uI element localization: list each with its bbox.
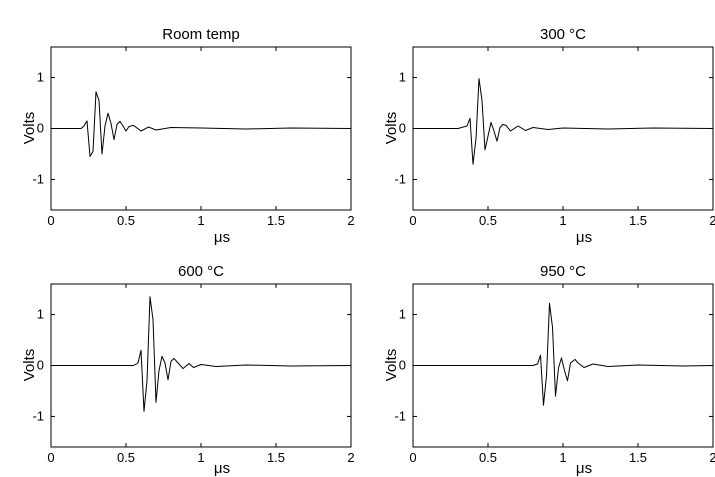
panel-950c: 950 °C μs Volts 0 0.5 1 1.5 2 1 0 -1 [383, 263, 715, 477]
y-tick-label: 1 [37, 307, 44, 322]
x-tick-label: 1 [197, 450, 204, 465]
panel-title: 300 °C [540, 26, 586, 43]
x-tick-label: 0 [47, 213, 54, 228]
y-tick-label: -1 [394, 408, 406, 423]
x-tick-label: 2 [347, 450, 354, 465]
x-tick-label: 0 [409, 450, 416, 465]
panel-room-temp: Room temp μs Volts 0 0.5 1 1.5 2 1 0 -1 [21, 26, 355, 246]
x-tick-label: 0 [409, 213, 416, 228]
y-tick-label: 0 [37, 358, 44, 373]
x-tick-label: 2 [709, 213, 715, 228]
y-tick-label: 1 [399, 307, 406, 322]
waveform-line [51, 296, 352, 412]
x-tick-label: 2 [347, 213, 354, 228]
x-tick-label: 1.5 [629, 213, 647, 228]
y-axis-label: Volts [21, 349, 38, 382]
x-axis-label: μs [576, 229, 592, 246]
x-tick-label: 0.5 [117, 213, 135, 228]
x-axis-label: μs [576, 460, 592, 477]
waveform-line [413, 78, 714, 165]
x-tick-label: 0.5 [479, 450, 497, 465]
x-axis-label: μs [214, 229, 230, 246]
x-tick-label: 0.5 [479, 213, 497, 228]
x-tick-label: 1.5 [267, 450, 285, 465]
y-tick-label: 0 [37, 121, 44, 136]
y-tick-label: -1 [394, 171, 406, 186]
x-tick-label: 0 [47, 450, 54, 465]
x-tick-label: 0.5 [117, 450, 135, 465]
x-tick-label: 1.5 [629, 450, 647, 465]
panel-title: 600 °C [178, 263, 224, 280]
y-axis-label: Volts [21, 112, 38, 145]
x-axis-label: μs [214, 460, 230, 477]
y-tick-label: 0 [399, 358, 406, 373]
y-axis-label: Volts [383, 349, 400, 382]
x-tick-label: 1.5 [267, 213, 285, 228]
panel-title: 950 °C [540, 263, 586, 280]
panel-300c: 300 °C μs Volts 0 0.5 1 1.5 2 1 0 -1 [383, 26, 715, 246]
x-tick-label: 1 [559, 213, 566, 228]
x-tick-label: 1 [197, 213, 204, 228]
waveform-line [413, 302, 714, 406]
y-tick-label: -1 [32, 171, 44, 186]
panel-600c: 600 °C μs Volts 0 0.5 1 1.5 2 1 0 -1 [21, 263, 355, 477]
waveform-line [51, 91, 352, 157]
panel-title: Room temp [162, 26, 240, 43]
y-tick-label: 1 [399, 70, 406, 85]
x-tick-label: 1 [559, 450, 566, 465]
y-tick-label: 0 [399, 121, 406, 136]
y-axis-label: Volts [383, 112, 400, 145]
x-tick-label: 2 [709, 450, 715, 465]
y-tick-label: -1 [32, 408, 44, 423]
y-tick-label: 1 [37, 70, 44, 85]
